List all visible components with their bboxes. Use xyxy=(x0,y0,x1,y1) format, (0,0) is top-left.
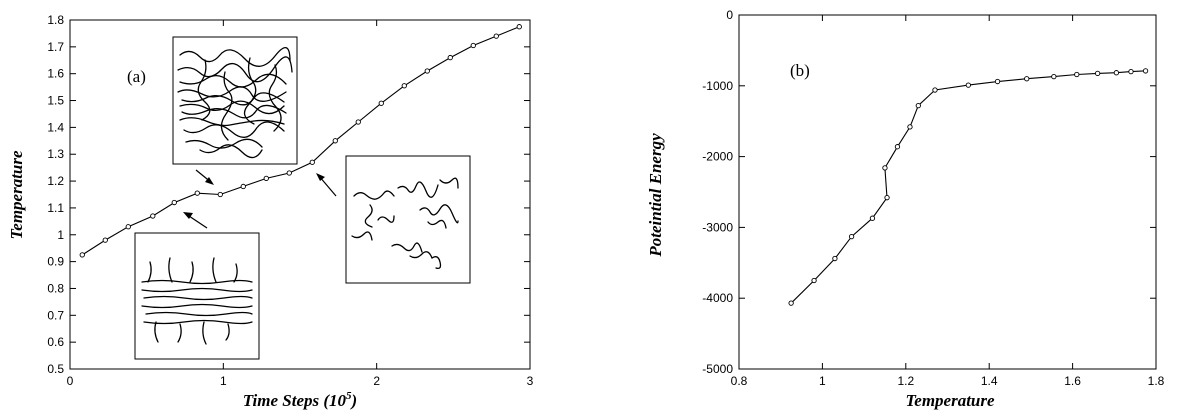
data-point xyxy=(1113,70,1120,76)
y-tick-label: 1.3 xyxy=(47,147,64,161)
x-tick-label: 0 xyxy=(67,374,74,388)
data-point xyxy=(102,237,108,243)
data-point xyxy=(355,119,361,125)
y-tick-label: 1 xyxy=(57,228,64,242)
x-tick-label: 1 xyxy=(220,374,227,388)
y-tick-label: -2000 xyxy=(702,150,733,164)
data-point xyxy=(171,199,177,206)
inset-ordered-bundle xyxy=(134,232,260,360)
y-tick-label: -5000 xyxy=(702,362,733,376)
y-tick-label: 0 xyxy=(726,8,733,22)
data-point xyxy=(309,159,315,165)
panel-b-label: (b) xyxy=(790,61,810,80)
data-point xyxy=(378,100,384,106)
y-tick-label: 0.5 xyxy=(47,362,64,376)
data-point xyxy=(869,215,876,221)
data-point xyxy=(240,183,246,190)
data-point xyxy=(125,224,131,230)
data-point xyxy=(811,277,817,284)
data-point xyxy=(1074,71,1080,78)
data-point xyxy=(848,233,855,240)
data-point xyxy=(1051,73,1057,80)
inset-disordered-aggregate xyxy=(172,36,298,165)
panel-a-ylabel: Temperature xyxy=(7,150,26,240)
x-tick-label: 1.4 xyxy=(981,374,998,388)
data-point xyxy=(516,24,522,30)
panel-a-label: (a) xyxy=(127,67,146,86)
inset-arrows xyxy=(183,169,337,229)
y-tick-label: 0.7 xyxy=(47,308,64,322)
y-tick-label: 1.7 xyxy=(47,40,64,54)
inset-dissociated-chains xyxy=(345,155,471,284)
y-tick-label: 1.1 xyxy=(47,201,64,215)
panel-a-xlabel: Time Steps (105) xyxy=(243,390,357,410)
y-tick-label: 1.4 xyxy=(47,120,64,134)
data-point xyxy=(907,124,913,130)
y-tick-label: 1.6 xyxy=(47,67,64,81)
panel-b-plot-frame xyxy=(738,14,1157,370)
y-tick-label: 0.9 xyxy=(47,255,64,269)
data-point xyxy=(1094,70,1101,77)
panel-b-xlabel: Temperature xyxy=(905,391,995,410)
data-point xyxy=(401,83,407,89)
panel-a-chart: 0.5 0.6 0.7 0.8 0.9 1 1.1 1.2 1.3 1.4 1.5 1.6 1.7 1.8… xyxy=(7,13,534,410)
y-tick-label: 1.8 xyxy=(47,13,64,27)
data-point xyxy=(470,42,476,49)
x-tick-label: 1.8 xyxy=(1148,374,1165,388)
data-point xyxy=(493,33,499,39)
data-point xyxy=(424,68,430,74)
x-tick-label: 1.2 xyxy=(897,374,914,388)
data-point xyxy=(263,175,269,182)
x-tick-label: 0.8 xyxy=(731,374,748,388)
data-point xyxy=(194,190,200,196)
data-point xyxy=(447,54,453,61)
y-tick-label: 1.2 xyxy=(47,174,64,188)
data-point xyxy=(79,252,85,258)
x-tick-label: 3 xyxy=(527,374,534,388)
data-point xyxy=(788,300,794,306)
data-point xyxy=(150,213,156,219)
y-tick-label: -4000 xyxy=(702,291,733,305)
data-point xyxy=(965,82,971,88)
data-point xyxy=(1128,68,1134,75)
data-point xyxy=(332,138,338,144)
y-tick-label: -1000 xyxy=(702,79,733,93)
data-point xyxy=(915,102,921,109)
data-point xyxy=(1142,68,1149,74)
data-point xyxy=(286,170,292,176)
data-point xyxy=(932,87,938,93)
panel-b-ylabel: Poteintial Energy xyxy=(646,133,665,258)
data-point xyxy=(1024,76,1030,82)
panel-a-series-line xyxy=(82,26,520,256)
y-tick-label: 0.6 xyxy=(47,335,64,349)
x-tick-label: 1.6 xyxy=(1064,374,1081,388)
data-point xyxy=(894,144,901,150)
y-tick-label: 0.8 xyxy=(47,281,64,295)
x-tick-label: 1 xyxy=(819,374,826,388)
data-point xyxy=(882,165,888,171)
y-tick-label: -3000 xyxy=(702,220,733,234)
data-point xyxy=(832,255,838,262)
data-point xyxy=(994,78,1001,85)
panel-a-plot-frame xyxy=(69,19,531,370)
panel-b-chart: 0 -1000 -2000 -3000 -4000 -5000 0.8 1 1.2 1.4 1.6… xyxy=(646,8,1165,410)
x-tick-label: 2 xyxy=(373,374,380,388)
data-point xyxy=(217,191,223,198)
data-point xyxy=(884,195,890,201)
panel-b-series-line xyxy=(790,70,1146,304)
y-tick-label: 1.5 xyxy=(47,94,64,108)
